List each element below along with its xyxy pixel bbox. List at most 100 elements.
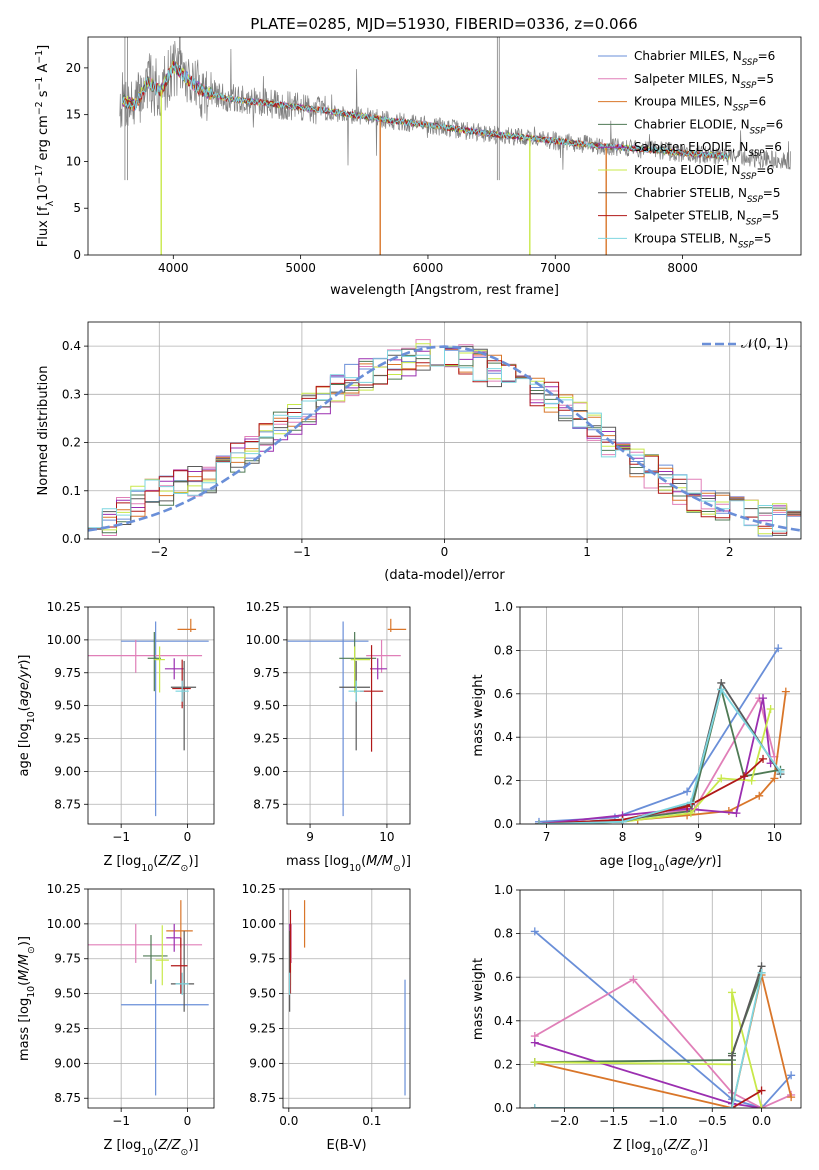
y-tick-label: 15 (66, 108, 81, 122)
y-tick-label: 20 (66, 61, 81, 75)
y-tick-label: 10.25 (246, 600, 280, 614)
marker-plus (530, 1038, 539, 1047)
x-tick-label: 2 (726, 545, 734, 559)
axes-frame (519, 606, 802, 825)
y-axis-label: mass [log10(M/M⊙)] (17, 936, 37, 1061)
y-tick-label: 1.0 (494, 600, 513, 614)
x-axis-label: mass [log10(M/M⊙)] (286, 854, 411, 874)
residual-axes: −2 −1 0 1 2 0.0 0.1 0.2 0.3 0.4 𝒩(0, 1) (data-model… (36, 321, 802, 583)
marker-plus (759, 754, 768, 763)
x-tick-label: 8 (619, 830, 627, 844)
y-tick-label: 10.00 (47, 917, 81, 931)
marker-plus (776, 767, 785, 776)
axes-frame (286, 606, 411, 825)
y-tick-label: 9.75 (253, 666, 280, 680)
y-tick-label: 9.25 (249, 1021, 276, 1035)
y-axis-label: mass weight (471, 958, 486, 1040)
age-vs-mass-axes: 9 10 8.75 9.00 9.25 9.50 9.75 10.00 10.25 mass [l… (246, 600, 411, 874)
marker-plus (781, 687, 790, 696)
x-tick-label: −1 (112, 1114, 130, 1128)
y-tick-label: 0.6 (494, 687, 513, 701)
y-tick-label: 10.00 (246, 633, 280, 647)
marker-plus (770, 774, 779, 783)
line-chabrier-stelib (534, 966, 763, 1108)
x-tick-label: 0 (184, 1114, 192, 1128)
marker-plus (757, 1104, 766, 1108)
legend-entry: Chabrier STELIB, NSSP=5 (634, 186, 781, 205)
marker-plus (755, 791, 764, 800)
y-tick-label: 9.50 (249, 987, 276, 1001)
y-tick-label: 0.2 (494, 1057, 513, 1071)
mass-vs-ebv-axes: 0.0 0.1 8.75 9.00 9.25 9.50 9.75 10.00 10.25 E(B-… (242, 882, 411, 1153)
y-tick-label: 9.25 (54, 732, 81, 746)
figure-title: PLATE=0285, MJD=51930, FIBERID=0336, z=0… (250, 15, 637, 33)
x-tick-label: 5000 (285, 261, 316, 275)
y-axis-label: age [log10(age/yr)] (17, 654, 37, 776)
y-tick-label: 0 (73, 248, 81, 262)
line-kroupa-elodie (534, 992, 763, 1108)
x-axis-label: Z [log10(Z/Z⊙)] (103, 854, 198, 874)
line-kroupa-stelib (534, 972, 763, 1108)
y-tick-label: 8.75 (253, 797, 280, 811)
y-tick-label: 10.25 (47, 882, 81, 896)
x-tick-label: −1 (112, 830, 130, 844)
y-tick-label: 9.75 (54, 952, 81, 966)
marker-plus (740, 772, 749, 781)
y-tick-label: 8.75 (249, 1091, 276, 1105)
y-tick-label: 10 (66, 154, 81, 168)
marker-plus (787, 1093, 796, 1102)
y-axis-label: Flux [fλ10−17 erg cm−2 s−1 A−1] (34, 45, 56, 247)
y-tick-label: 0.0 (494, 1101, 513, 1115)
marker-plus (774, 644, 783, 653)
marker-plus (727, 1051, 736, 1060)
y-tick-label: 0.8 (494, 927, 513, 941)
x-tick-label: 0 (184, 830, 192, 844)
line-chabrier-miles (534, 930, 792, 1108)
y-tick-label: 9.00 (249, 1056, 276, 1070)
y-tick-label: 5 (73, 201, 81, 215)
plot-area (88, 900, 209, 1096)
axes-frame (87, 888, 215, 1109)
y-tick-label: 9.00 (253, 764, 280, 778)
histogram-kroupa-stelib (88, 346, 801, 539)
x-tick-label: 9 (695, 830, 703, 844)
y-tick-label: 0.8 (494, 643, 513, 657)
y-tick-label: 8.75 (54, 797, 81, 811)
y-tick-label: 0.3 (62, 387, 81, 401)
x-tick-label: 7 (543, 830, 551, 844)
legend-entry: Kroupa STELIB, NSSP=5 (634, 231, 771, 250)
spectrum-axes: 4000 5000 6000 7000 8000 0 5 10 15 20 wavelength [… (34, 36, 802, 298)
y-tick-label: 0.4 (494, 730, 513, 744)
legend-entry: Chabrier ELODIE, NSSP=6 (634, 117, 783, 136)
legend-entry: Salpeter STELIB, NSSP=5 (634, 209, 779, 228)
mass-weight-vs-age-axes: 7 8 9 10 0.0 0.2 0.4 0.6 0.8 1.0 age [log10(age/yr… (471, 600, 802, 874)
marker-plus (766, 704, 775, 713)
legend-entry: Chabrier MILES, NSSP=6 (634, 49, 775, 68)
line-chabrier-miles (538, 647, 779, 823)
legend-entry: Salpeter ELODIE, NSSP=6 (634, 140, 782, 159)
marker-plus (629, 975, 638, 984)
y-tick-label: 10.25 (242, 882, 276, 896)
marker-plus (757, 1086, 766, 1095)
x-axis-label: wavelength [Angstrom, rest frame] (330, 283, 559, 298)
y-tick-label: 1.0 (494, 883, 513, 897)
x-tick-label: −2.0 (550, 1114, 579, 1128)
y-tick-label: 9.25 (253, 732, 280, 746)
marker-plus (530, 1058, 539, 1067)
legend-entry: 𝒩(0, 1) (741, 337, 788, 352)
marker-plus (530, 1104, 539, 1108)
x-tick-label: −1.0 (648, 1114, 677, 1128)
y-tick-label: 9.00 (54, 1056, 81, 1070)
legend-entry: Kroupa MILES, NSSP=6 (634, 95, 766, 114)
plot-area (534, 644, 790, 824)
age-vs-Z-axes: −1 0 8.75 9.00 9.25 9.50 9.75 10.00 10.25 Z [log1… (17, 600, 215, 874)
y-tick-label: 9.75 (249, 952, 276, 966)
line-salpeter-stelib (534, 1089, 763, 1108)
marker-plus (787, 1071, 796, 1080)
axes-frame (519, 889, 802, 1109)
marker-plus (727, 1104, 736, 1108)
y-axis-label: Normed distribution (36, 366, 51, 496)
y-tick-label: 0.6 (494, 970, 513, 984)
marker-plus (759, 694, 768, 703)
